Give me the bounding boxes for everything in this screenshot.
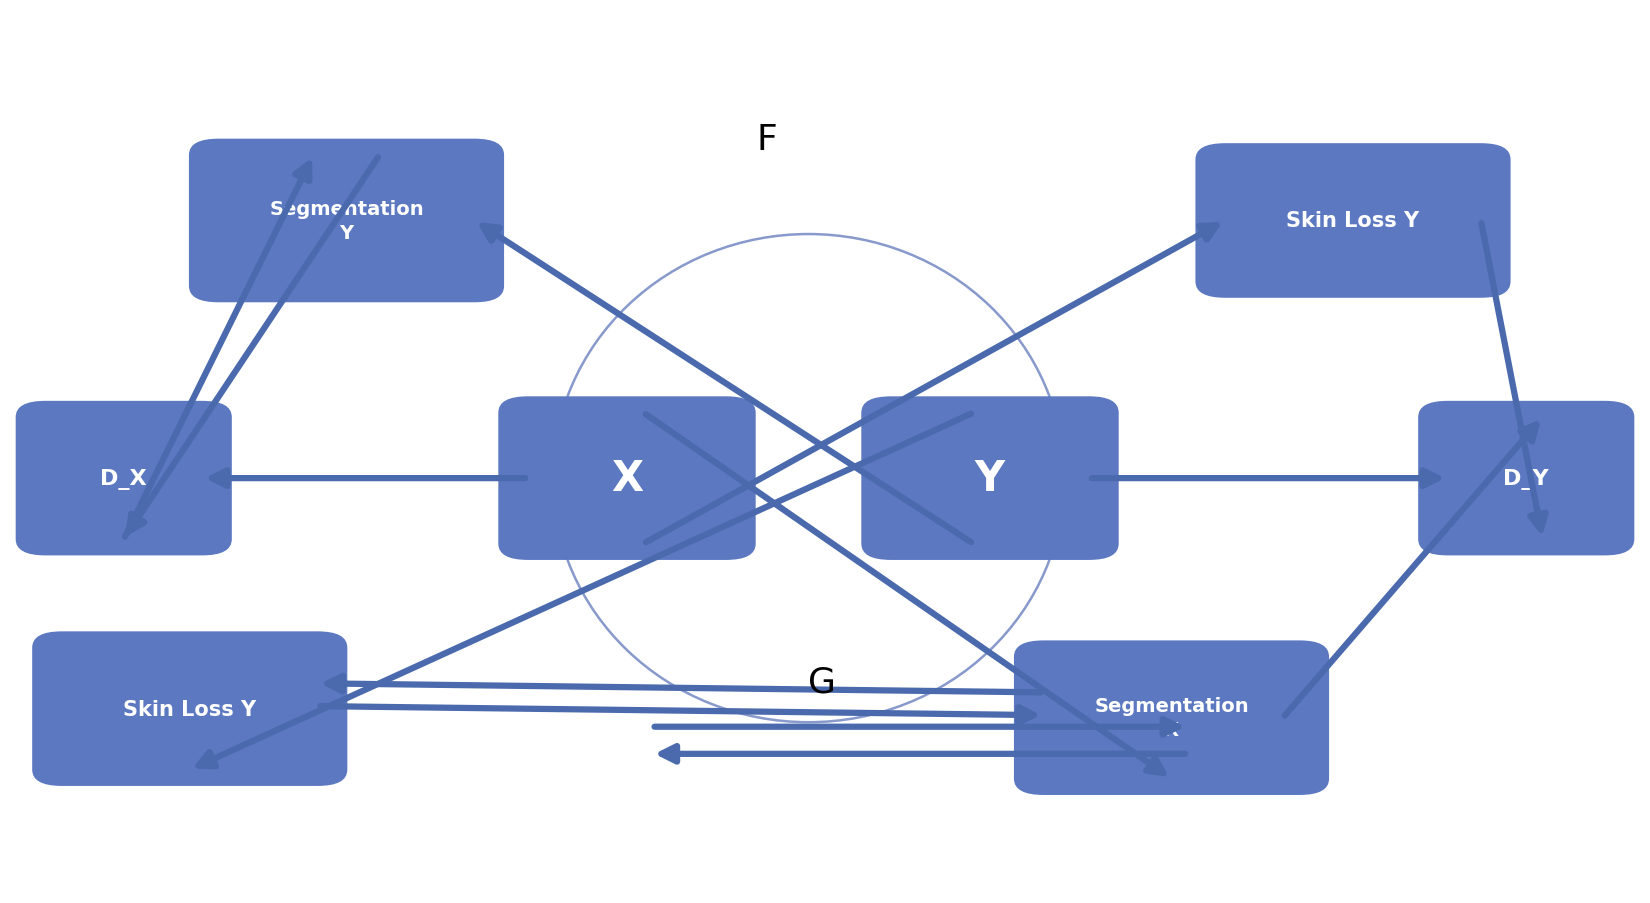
FancyBboxPatch shape (1195, 144, 1511, 298)
FancyBboxPatch shape (498, 397, 756, 560)
Text: Segmentation
Y: Segmentation Y (269, 200, 424, 243)
Text: Skin Loss Y: Skin Loss Y (1287, 211, 1419, 231)
Text: Segmentation
X: Segmentation X (1094, 696, 1249, 740)
FancyBboxPatch shape (861, 397, 1119, 560)
FancyBboxPatch shape (188, 139, 505, 303)
Text: G: G (808, 665, 835, 699)
Text: Y: Y (975, 458, 1005, 499)
FancyBboxPatch shape (1419, 401, 1634, 556)
Text: Skin Loss Y: Skin Loss Y (124, 699, 256, 719)
Text: F: F (757, 123, 777, 157)
FancyBboxPatch shape (15, 401, 231, 556)
FancyBboxPatch shape (1013, 641, 1328, 796)
Text: D_Y: D_Y (1503, 468, 1549, 489)
Text: D_X: D_X (101, 468, 147, 489)
FancyBboxPatch shape (33, 632, 348, 786)
Text: X: X (610, 458, 644, 499)
